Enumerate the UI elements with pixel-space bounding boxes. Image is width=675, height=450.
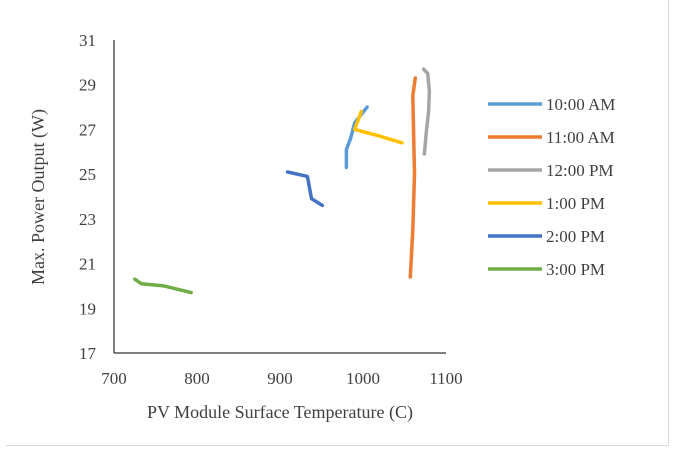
legend-label: 12:00 PM (546, 161, 614, 180)
legend-label: 1:00 PM (546, 194, 605, 213)
series-line (344, 105, 369, 170)
x-tick-label: 800 (184, 369, 210, 388)
series-line (285, 170, 325, 208)
legend-label: 3:00 PM (546, 260, 605, 279)
legend-label: 2:00 PM (546, 227, 605, 246)
legend-label: 10:00 AM (546, 95, 615, 114)
legend-item: 12:00 PM (488, 161, 614, 180)
axes (113, 40, 446, 354)
series-line (133, 277, 193, 295)
chart-area (6, 0, 669, 446)
plot-area (133, 67, 432, 295)
legend-item: 3:00 PM (488, 260, 605, 279)
y-tick-label: 19 (79, 299, 96, 318)
y-tick-label: 21 (79, 255, 96, 274)
x-tick-label: 900 (267, 369, 293, 388)
legend-label: 11:00 AM (546, 128, 615, 147)
legend: 10:00 AM 11:00 AM 12:00 PM 1:00 PM 2:00 PM 3:… (488, 95, 615, 279)
x-tick-label: 1000 (346, 369, 380, 388)
x-tick-label: 1100 (429, 369, 462, 388)
x-tick-labels: 700 800 900 1000 1100 (101, 369, 462, 388)
y-tick-label: 17 (79, 344, 97, 363)
x-axis-title: PV Module Surface Temperature (C) (147, 402, 413, 423)
legend-item: 11:00 AM (488, 128, 615, 147)
series-line (352, 109, 404, 145)
legend-item: 1:00 PM (488, 194, 605, 213)
y-axis-title: Max. Power Output (W) (28, 109, 49, 285)
legend-item: 10:00 AM (488, 95, 615, 114)
y-tick-label: 29 (79, 76, 96, 95)
legend-item: 2:00 PM (488, 227, 605, 246)
series-line (421, 67, 432, 156)
y-tick-label: 25 (79, 165, 96, 184)
y-tick-label: 23 (79, 210, 96, 229)
series-line (408, 76, 418, 279)
x-tick-label: 700 (101, 369, 127, 388)
y-tick-labels: 17 19 21 23 25 27 29 31 (79, 31, 97, 363)
y-tick-label: 27 (79, 120, 97, 139)
y-tick-label: 31 (79, 31, 96, 50)
